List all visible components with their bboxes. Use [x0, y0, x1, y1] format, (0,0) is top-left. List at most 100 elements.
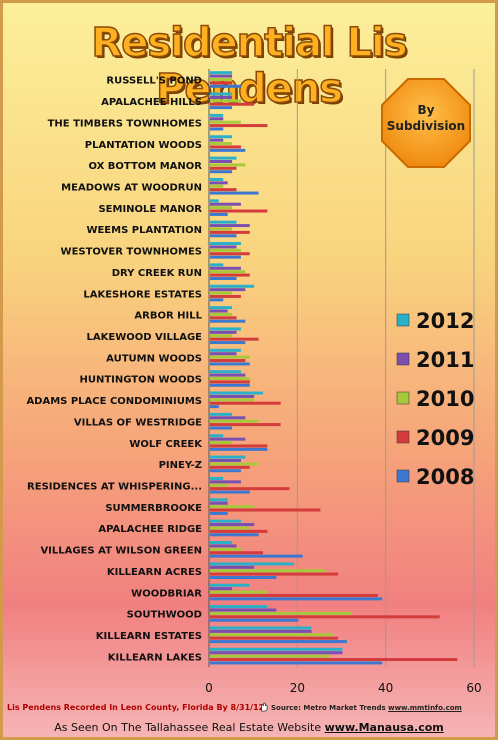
footer-website: As Seen On The Tallahassee Real Estate W…: [0, 721, 498, 734]
bar-2012: [210, 92, 233, 96]
bar-2008: [210, 597, 383, 601]
bar-2009: [210, 572, 339, 576]
bar-2011: [210, 160, 233, 164]
bar-2009: [210, 636, 339, 640]
bar-2012: [210, 412, 233, 416]
category-label: AUTUMN WOODS: [106, 353, 202, 364]
bar-2011: [210, 117, 224, 121]
website-link[interactable]: www.Manausa.com: [324, 721, 444, 734]
bar-2012: [210, 562, 294, 566]
bar-2012: [210, 156, 237, 160]
bar-2011: [210, 309, 228, 313]
category-label: HUNTINGTON WOODS: [79, 375, 202, 386]
bar-2009: [210, 423, 281, 427]
bar-2012: [210, 519, 241, 523]
chart-title: Residential Lis Pendens: [91, 19, 409, 113]
category-label: KILLEARN LAKES: [108, 652, 202, 663]
bar-2008: [210, 170, 233, 174]
bar-2010: [210, 142, 233, 146]
bar-2010: [210, 398, 255, 402]
bar-2011: [210, 202, 241, 206]
bar-2008: [210, 640, 347, 644]
bar-2011: [210, 459, 241, 463]
x-tick-label: 60: [466, 681, 481, 695]
bar-2009: [210, 337, 259, 341]
legend-label: 2009: [416, 426, 474, 450]
bar-2008: [210, 383, 250, 387]
bar-2011: [210, 608, 277, 612]
x-tick-label: 0: [205, 681, 213, 695]
bar-2012: [210, 583, 250, 587]
bar-2010: [210, 569, 325, 573]
bar-2011: [210, 74, 233, 78]
bar-2010: [210, 206, 233, 210]
bar-2012: [210, 177, 224, 181]
category-label: OX BOTTOM MANOR: [88, 161, 202, 172]
bar-2009: [210, 444, 268, 448]
bar-2012: [210, 199, 219, 203]
bar-2008: [210, 255, 241, 259]
bar-2012: [210, 263, 224, 267]
bar-2008: [210, 426, 233, 430]
bar-2011: [210, 245, 237, 249]
category-label: VILLAS OF WESTRIDGE: [74, 417, 202, 428]
bar-2009: [210, 252, 250, 256]
bar-2009: [210, 273, 250, 277]
bar-2011: [210, 95, 233, 99]
bar-2010: [210, 633, 334, 637]
bar-2011: [210, 394, 255, 398]
category-label: APALACHEE RIDGE: [98, 524, 202, 535]
bar-2011: [210, 330, 237, 334]
bar-2011: [210, 587, 233, 591]
bar-2011: [210, 181, 228, 185]
bar-2011: [210, 544, 237, 548]
bar-2011: [210, 629, 312, 633]
bar-2009: [210, 294, 241, 298]
bar-2012: [210, 327, 241, 331]
bar-2008: [210, 319, 246, 323]
bar-2011: [210, 288, 246, 292]
category-label: THE TIMBERS TOWNHOMES: [48, 118, 202, 129]
category-label: LAKESHORE ESTATES: [83, 289, 202, 300]
bar-2011: [210, 352, 237, 356]
bar-2010: [210, 312, 233, 316]
source-link[interactable]: www.mmtinfo.com: [388, 704, 462, 712]
bar-2009: [210, 658, 458, 662]
bar-2008: [210, 469, 241, 473]
bar-2009: [210, 401, 281, 405]
bar-2009: [210, 145, 241, 149]
legend-label: 2008: [416, 465, 474, 489]
category-label: SOUTHWOOD: [127, 610, 202, 621]
bar-2008: [210, 618, 299, 622]
footer-source: Source: Metro Market Trends www.mmtinfo.…: [271, 704, 462, 712]
bar-2012: [210, 605, 268, 609]
bar-2009: [210, 551, 263, 555]
bar-2010: [210, 654, 330, 658]
category-label: WEEMS PLANTATION: [86, 225, 202, 236]
bar-2009: [210, 487, 290, 491]
bar-2008: [210, 148, 246, 152]
bar-2010: [210, 547, 241, 551]
legend-swatch: [396, 469, 410, 483]
bar-2012: [210, 220, 237, 224]
bar-2010: [210, 376, 250, 380]
category-label: KILLEARN ACRES: [107, 567, 202, 578]
bar-2010: [210, 77, 233, 81]
category-label: KILLEARN ESTATES: [96, 631, 202, 642]
category-label: SUMMERBROOKE: [105, 503, 202, 514]
category-label: VILLAGES AT WILSON GREEN: [40, 546, 202, 557]
bar-2012: [210, 391, 263, 395]
bar-2008: [210, 341, 246, 345]
bar-2012: [210, 455, 246, 459]
bar-2010: [210, 355, 250, 359]
bar-2010: [210, 99, 241, 103]
category-label: WOODBRIAR: [131, 588, 202, 599]
bar-2008: [210, 298, 224, 302]
bar-2010: [210, 227, 233, 231]
hand-pointer-icon: [261, 702, 268, 712]
legend-label: 2012: [416, 309, 474, 333]
bar-2009: [210, 230, 250, 234]
bar-2009: [210, 529, 268, 533]
bar-2008: [210, 405, 219, 409]
bar-2009: [210, 593, 378, 597]
